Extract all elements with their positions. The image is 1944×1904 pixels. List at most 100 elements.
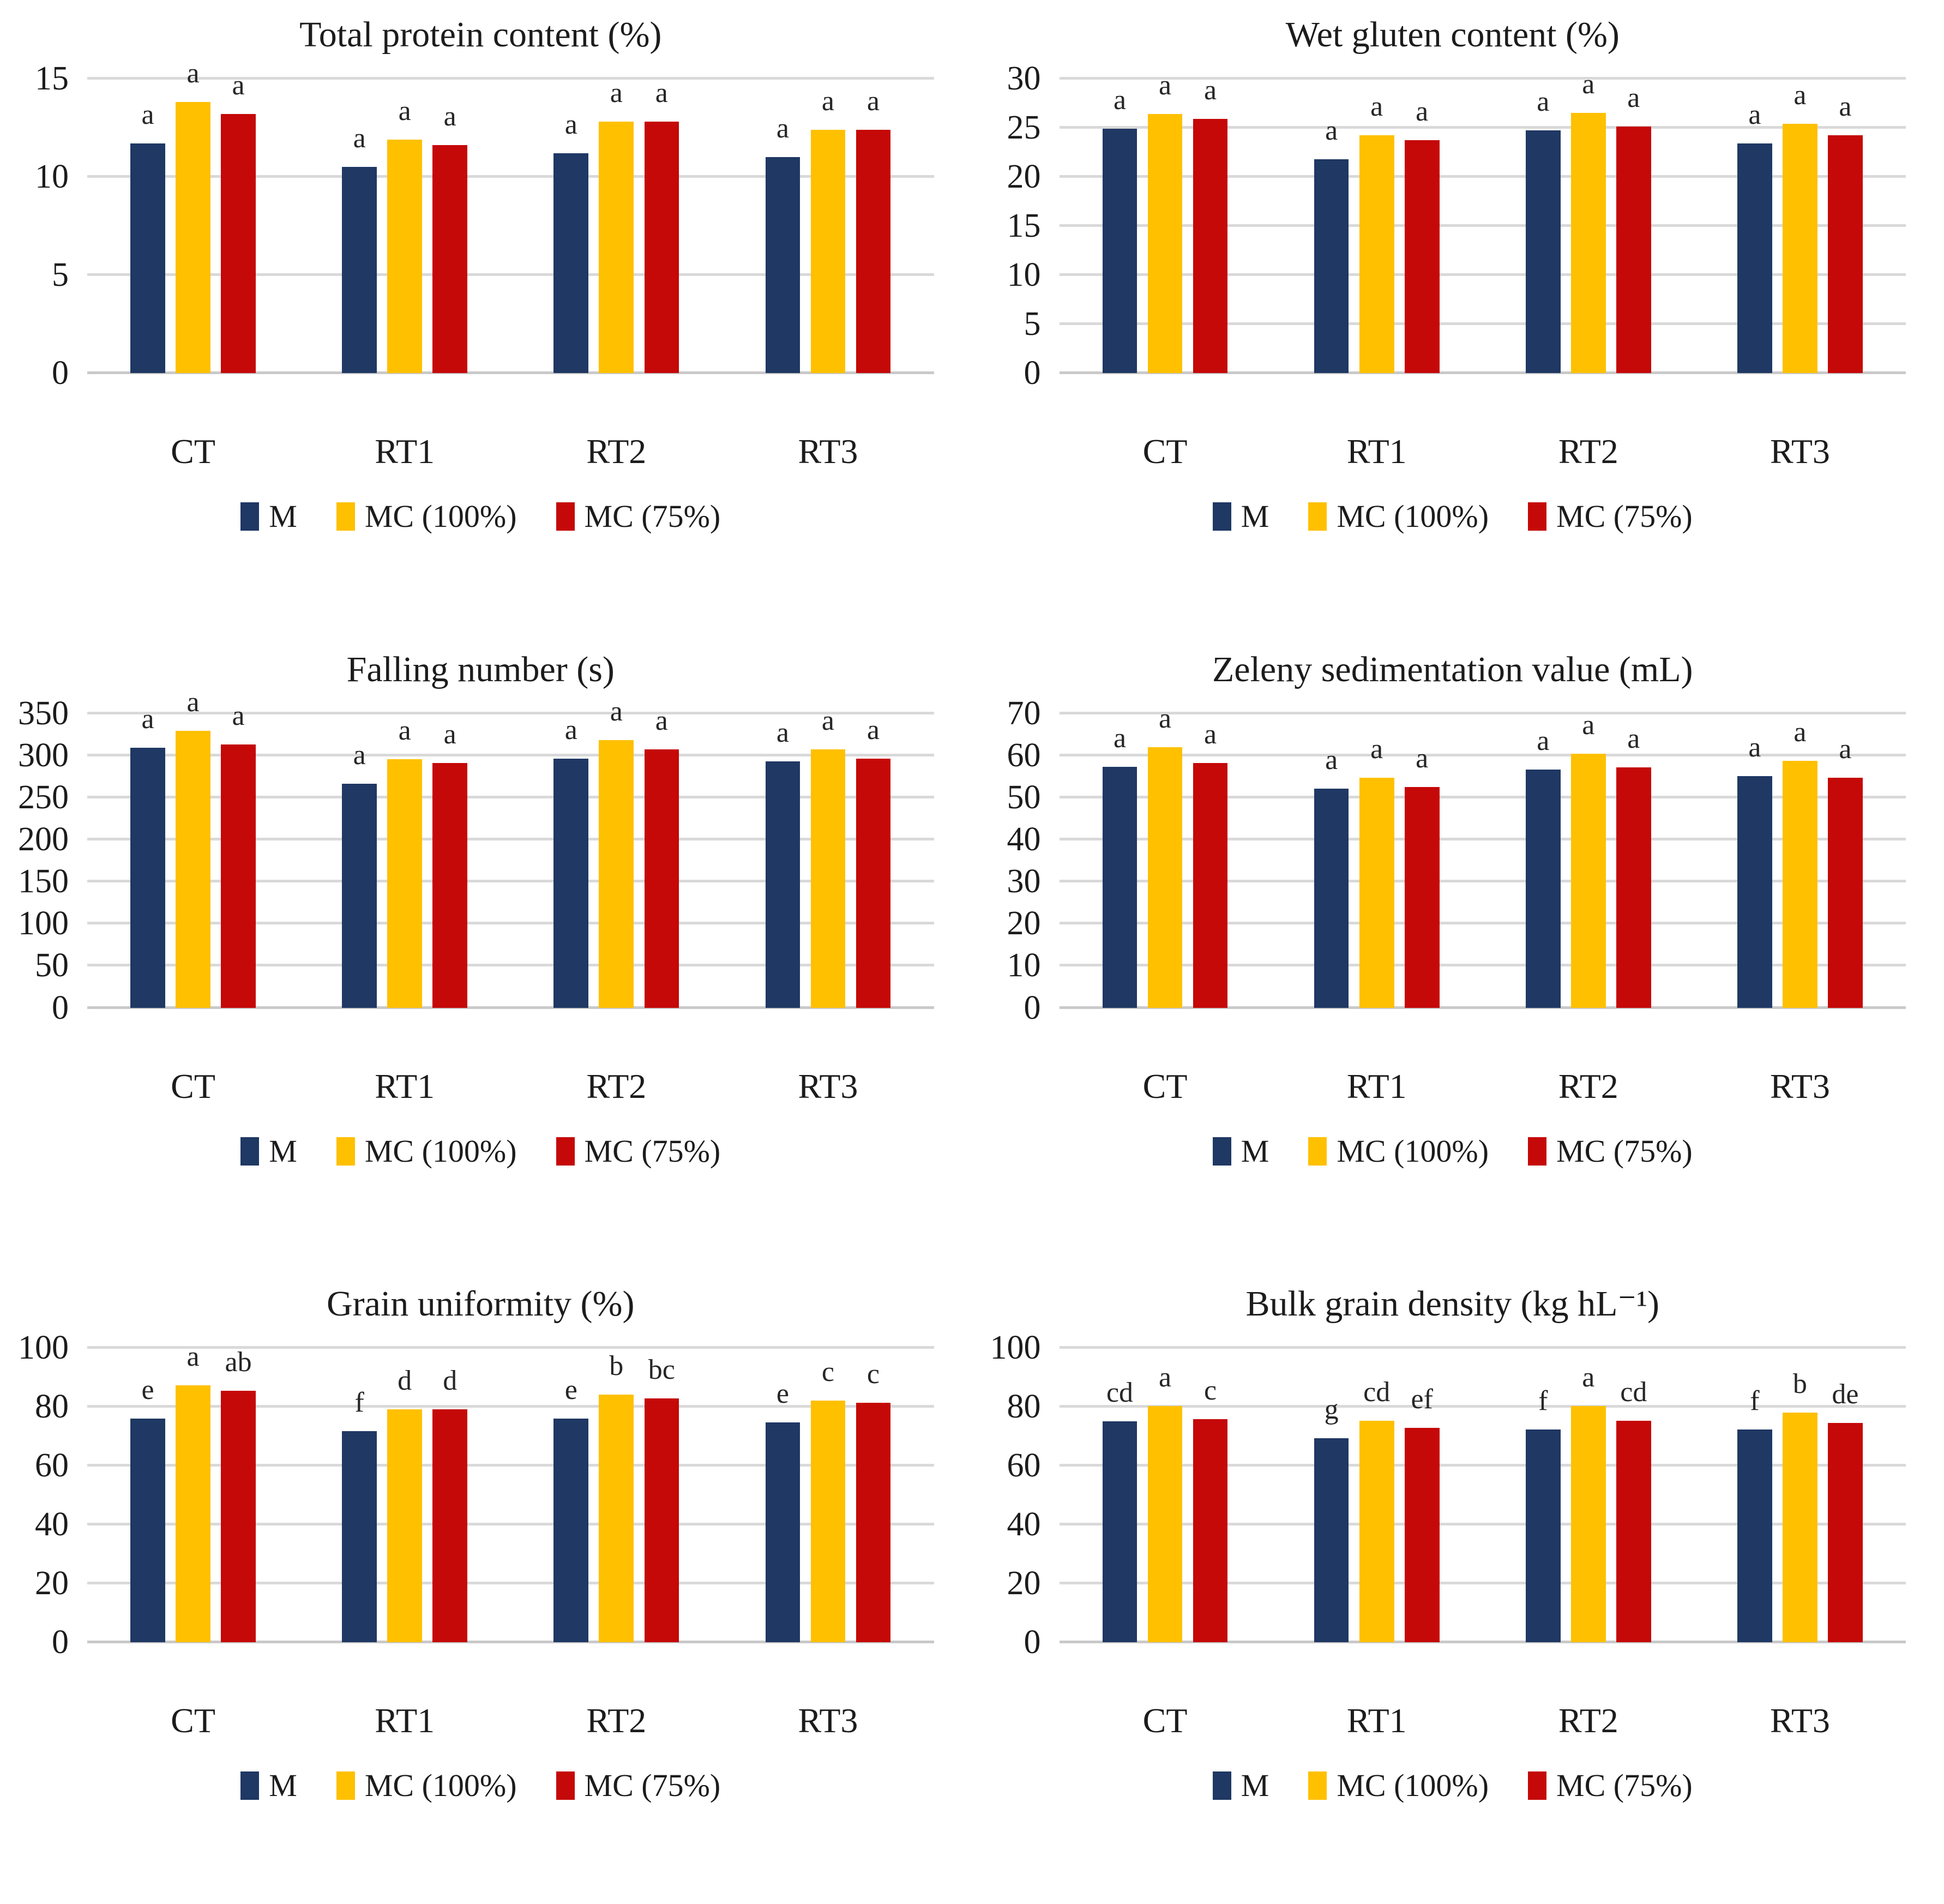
gridline — [87, 1346, 934, 1349]
y-tick-label: 100 — [18, 1329, 69, 1367]
bar-mc-75-ct — [1193, 118, 1228, 373]
bar-column: b — [1783, 1348, 1817, 1643]
bar-mc-100-rt2 — [599, 122, 634, 373]
bar-column: a — [342, 713, 377, 1008]
sig-letter: a — [1839, 733, 1852, 765]
legend-label: MC (100%) — [364, 498, 517, 534]
y-tick-label: 5 — [1024, 305, 1041, 343]
bar-mc-75-rt1 — [1404, 140, 1440, 373]
sig-letter: de — [1832, 1379, 1859, 1410]
bar-column: a — [553, 713, 589, 1008]
y-axis: 0 5 10 15 20 25 30 — [978, 62, 1060, 390]
gridline — [87, 964, 934, 967]
sig-letter: e — [776, 1378, 789, 1410]
legend-item-mc-100: MC (100%) — [336, 1770, 517, 1801]
y-tick-label: 25 — [1007, 109, 1041, 146]
bar-column: c — [810, 1348, 846, 1643]
x-axis-label-ct: CT — [1142, 1066, 1188, 1106]
bar-column: c — [1193, 1348, 1228, 1643]
sig-letter: a — [1416, 742, 1429, 774]
legend-label: MC (100%) — [1337, 1768, 1489, 1804]
bar-mc-100-rt2 — [1570, 754, 1606, 1008]
sig-letter: a — [353, 122, 366, 154]
sig-letter: a — [186, 58, 200, 89]
sig-letter: a — [776, 717, 789, 748]
bar-column: a — [599, 79, 634, 373]
legend-swatch-m — [1212, 1137, 1231, 1166]
sig-letter: a — [398, 715, 411, 747]
y-tick-label: 30 — [1007, 863, 1041, 900]
gridline — [87, 711, 934, 714]
y-tick-label: 80 — [35, 1388, 69, 1426]
sig-letter: g — [1324, 1394, 1339, 1425]
gridline — [1059, 964, 1906, 967]
bar-column: a — [176, 59, 210, 373]
chart-title: Grain uniformity (%) — [326, 1284, 635, 1324]
legend-item-m: M — [1212, 1135, 1269, 1167]
sig-letter: f — [1750, 1385, 1760, 1417]
chart-title: Wet gluten content (%) — [1285, 15, 1620, 55]
gridline — [87, 1582, 934, 1585]
gridline — [87, 922, 934, 925]
sig-letter: b — [1792, 1368, 1807, 1400]
chart-body: 0 10 20 30 40 50 60 70 a a a a a a a a a a a a — [978, 696, 1928, 1025]
sig-letter: a — [1325, 744, 1338, 776]
bar-mc-75-rt2 — [644, 122, 679, 373]
bar-m-ct — [130, 143, 165, 373]
bar-column: a — [553, 79, 589, 373]
y-tick-label: 10 — [1007, 256, 1041, 293]
sig-letter: a — [1627, 82, 1640, 114]
legend-item-mc-75: MC (75%) — [556, 1135, 720, 1167]
legend-label: M — [269, 1768, 297, 1804]
y-tick-label: 60 — [1007, 736, 1041, 774]
legend-label: MC (100%) — [364, 1133, 517, 1169]
sig-letter: a — [821, 85, 834, 117]
bar-column: a — [1102, 79, 1137, 373]
y-axis: 0 10 20 30 40 50 60 70 — [978, 696, 1060, 1025]
x-axis-line — [87, 1006, 934, 1009]
bar-column: a — [1193, 713, 1228, 1008]
sig-letter: d — [398, 1365, 412, 1396]
legend-label: MC (75%) — [1556, 1133, 1693, 1169]
x-axis-label-ct: CT — [171, 431, 215, 471]
x-axis-label-rt1: RT1 — [375, 1066, 435, 1106]
bar-mc-75-rt1 — [1404, 1428, 1440, 1643]
y-tick-label: 60 — [35, 1447, 69, 1485]
legend-label: MC (75%) — [584, 498, 721, 534]
y-tick-label: 10 — [1007, 947, 1041, 984]
bar-mc-75-rt1 — [432, 145, 468, 373]
bar-mc-75-ct — [1193, 1419, 1228, 1643]
chart-bulk-grain-density: Bulk grain density (kg hL⁻¹) 0 20 40 60 80 100… — [972, 1269, 1944, 1904]
chart-title: Falling number (s) — [346, 649, 615, 689]
y-tick-label: 20 — [35, 1565, 69, 1602]
legend-item-mc-75: MC (75%) — [1528, 1770, 1693, 1801]
legend-label: MC (100%) — [1337, 498, 1489, 534]
sig-letter: e — [564, 1374, 577, 1406]
bar-mc-100-ct — [176, 1385, 210, 1643]
bar-m-rt2 — [553, 758, 589, 1008]
chart-body: 0 5 10 15 20 25 30 a a a a a a a a a a a a — [978, 62, 1928, 390]
bar-column: a — [1147, 1348, 1183, 1643]
y-tick-label: 20 — [1007, 1565, 1041, 1602]
bar-column: a — [1193, 76, 1228, 373]
sig-letter: cd — [1363, 1377, 1391, 1408]
bar-column: a — [765, 713, 801, 1008]
sig-letter: c — [1204, 1374, 1217, 1406]
bar-column: a — [1525, 79, 1561, 373]
bar-column: a — [856, 713, 891, 1008]
x-axis-label-rt1: RT1 — [1346, 431, 1407, 471]
legend-swatch-mc-75 — [556, 502, 575, 531]
bar-column: g — [1314, 1348, 1349, 1643]
sig-letter: a — [1748, 99, 1761, 130]
bar-column: a — [221, 701, 256, 1008]
sig-letter: a — [186, 1341, 200, 1373]
bar-mc-75-ct — [1193, 762, 1228, 1008]
legend: M MC (100%) MC (75%) — [5, 1770, 956, 1801]
